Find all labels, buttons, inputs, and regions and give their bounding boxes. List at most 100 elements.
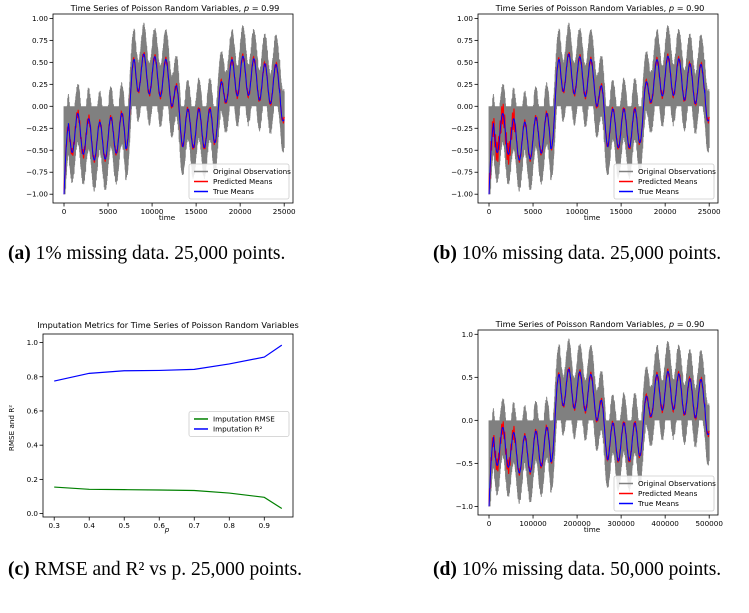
y-tick-label: −0.25 (451, 124, 473, 133)
legend-label: Predicted Means (638, 177, 698, 186)
legend-label: Original Observations (638, 167, 716, 176)
legend-label: True Means (637, 499, 679, 508)
y-tick-label: 1.00 (32, 14, 48, 23)
axes-frame (477, 329, 719, 516)
y-tick-label: 1.00 (457, 14, 473, 23)
x-tick-label: 0.3 (48, 521, 59, 530)
series-line-r2 (54, 344, 283, 382)
y-tick-label: 0.50 (457, 58, 473, 67)
axes: 0 5000 10000 15000 20000 25000 −1.00 −0.75 −0.50… (26, 13, 296, 216)
y-tick-label: 1.0 (462, 330, 474, 339)
legend-label: Predicted Means (638, 489, 698, 498)
axes-frame (42, 333, 294, 518)
legend-label: True Means (637, 187, 679, 196)
y-tick-label: 0.2 (27, 475, 38, 484)
x-tick-label: 0 (62, 207, 67, 216)
legend-box (188, 411, 290, 437)
chart-title: Imputation Metrics for Time Series of Po… (37, 320, 299, 330)
x-tick-label: 0 (487, 519, 492, 528)
legend-label: Imputation R² (213, 424, 263, 433)
x-tick-label: 10000 (566, 207, 589, 216)
chart-title: Time Series of Poisson Random Variables,… (70, 3, 280, 13)
y-tick-label: 0.00 (32, 102, 48, 111)
true-means-line (488, 53, 710, 195)
legend-label: Original Observations (638, 479, 716, 488)
x-tick-label: 20000 (229, 207, 252, 216)
x-tick-label: 5000 (99, 207, 118, 216)
caption-b: (b) 10% missing data. 25,000 points. (433, 240, 746, 267)
true-means-line (488, 368, 710, 507)
chart-panel-a: Time Series of Poisson Random Variables,… (0, 0, 300, 228)
x-axis-label: time (159, 213, 176, 222)
chart-title: Time Series of Poisson Random Variables,… (495, 319, 705, 329)
y-tick-label: 0.00 (457, 102, 473, 111)
x-tick-label: 200000 (563, 519, 591, 528)
y-tick-label: 0.25 (32, 80, 48, 89)
x-axis-label: p (164, 525, 170, 534)
caption-text: 1% missing data. 25,000 points. (35, 243, 286, 264)
caption-d: (d) 10% missing data. 50,000 points. (433, 556, 746, 583)
y-tick-label: −1.00 (451, 190, 473, 199)
y-tick-label: 0.75 (32, 36, 48, 45)
y-tick-label: 0.0 (462, 416, 474, 425)
caption-tag: (c) (8, 559, 30, 580)
legend-box (188, 163, 290, 200)
x-tick-label: 25000 (273, 207, 296, 216)
chart-panel-d: Time Series of Poisson Random Variables,… (425, 312, 725, 540)
y-tick-label: 1.0 (27, 338, 39, 347)
legend-label: Predicted Means (213, 177, 273, 186)
y-tick-label: 0.75 (457, 36, 473, 45)
y-tick-label: −0.50 (26, 146, 48, 155)
x-tick-label: 0 (487, 207, 492, 216)
caption-a: (a) 1% missing data. 25,000 points. (8, 240, 321, 267)
x-tick-label: 10000 (141, 207, 164, 216)
x-tick-label: 100000 (519, 519, 547, 528)
y-tick-label: 0.25 (457, 80, 473, 89)
x-tick-label: 0.4 (83, 521, 95, 530)
chart-title: Time Series of Poisson Random Variables,… (495, 3, 705, 13)
caption-text: 10% missing data. 50,000 points. (461, 559, 722, 580)
chart-d: Time Series of Poisson Random Variables,… (456, 319, 724, 534)
chart-panel-c: Imputation Metrics for Time Series of Po… (0, 312, 320, 534)
x-tick-label: 15000 (185, 207, 208, 216)
caption-tag: (a) (8, 243, 31, 264)
y-tick-label: −0.75 (26, 168, 48, 177)
chart-a: Time Series of Poisson Random Variables,… (26, 3, 296, 222)
y-tick-label: −0.5 (456, 459, 473, 468)
y-tick-label: 0.8 (27, 372, 39, 381)
axes-frame (52, 13, 294, 204)
y-tick-label: 0.0 (27, 509, 39, 518)
y-tick-label: −0.25 (26, 124, 48, 133)
legend-box (613, 475, 715, 512)
axes: 0 5000 10000 15000 20000 25000 −1.00 −0.75 −0.50… (451, 13, 721, 216)
x-axis-label: time (584, 525, 601, 534)
caption-c: (c) RMSE and R² vs p. 25,000 points. (8, 556, 321, 583)
legend-label: Imputation RMSE (213, 414, 275, 423)
x-tick-label: 500000 (695, 519, 723, 528)
caption-tag: (b) (433, 243, 457, 264)
x-tick-label: 0.5 (119, 521, 130, 530)
axes: 0 100000 200000 300000 400000 500000 −1.0 −0.5 0… (456, 329, 723, 528)
series-line-rmse (54, 486, 283, 509)
x-tick-label: 5000 (524, 207, 543, 216)
x-tick-label: 400000 (651, 519, 679, 528)
x-tick-label: 0.8 (224, 521, 236, 530)
y-tick-label: 0.4 (27, 441, 39, 450)
y-axis-label: RMSE and R² (7, 405, 16, 451)
legend-label: True Means (212, 187, 254, 196)
legend-label: Original Observations (213, 167, 291, 176)
chart-panel-b: Time Series of Poisson Random Variables,… (425, 0, 725, 228)
y-tick-label: 0.5 (462, 373, 473, 382)
x-tick-label: 0.7 (189, 521, 200, 530)
caption-tag: (d) (433, 559, 457, 580)
x-tick-label: 300000 (607, 519, 635, 528)
true-means-line (63, 53, 285, 195)
y-tick-label: −1.0 (456, 502, 474, 511)
y-tick-label: 0.6 (27, 406, 39, 415)
y-tick-label: −1.00 (26, 190, 48, 199)
x-axis-label: time (584, 213, 601, 222)
x-tick-label: 0.9 (259, 521, 271, 530)
